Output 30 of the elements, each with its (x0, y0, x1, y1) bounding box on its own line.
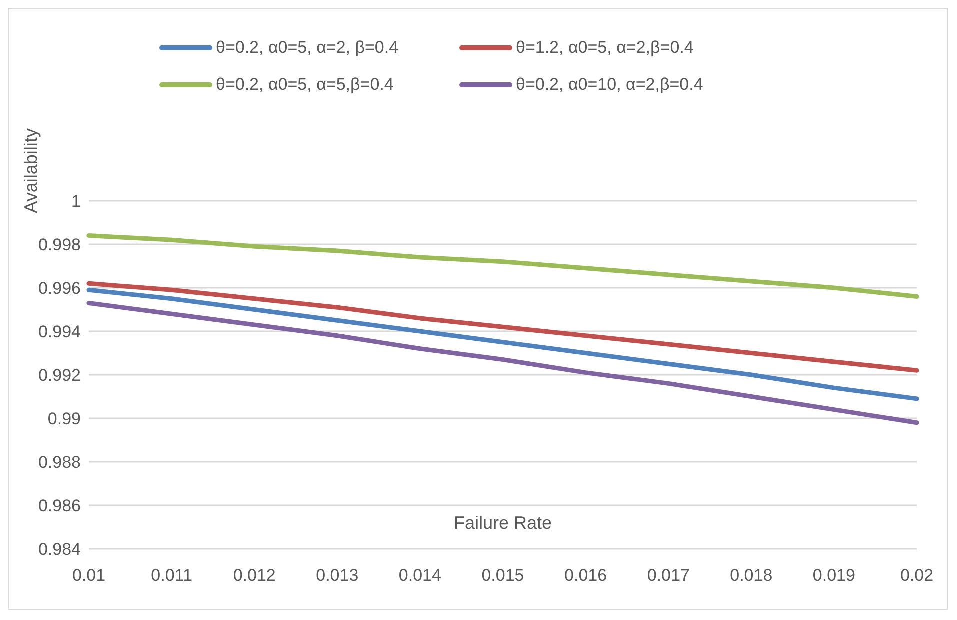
x-tick-label: 0.015 (482, 566, 524, 586)
x-tick-label: 0.012 (233, 566, 276, 586)
y-tick-label: 0.988 (38, 453, 81, 472)
legend-label: θ=1.2, α0=5, α=2,β=0.4 (516, 38, 694, 58)
y-tick-label: 0.992 (38, 366, 81, 386)
x-tick-label: 0.014 (398, 566, 442, 586)
x-tick-label: 0.018 (730, 566, 773, 586)
x-tick-label: 0.02 (900, 566, 934, 586)
x-tick-label: 0.016 (564, 566, 608, 586)
line-series (86, 281, 920, 373)
y-tick-label: 0.994 (38, 322, 81, 342)
y-tick-label: 0.996 (38, 279, 81, 298)
x-tick-label: 0.017 (647, 566, 690, 586)
x-tick-label: 0.013 (316, 566, 359, 586)
y-tick-label: 1 (72, 192, 81, 212)
line-series (86, 300, 920, 426)
y-tick-label: 0.984 (38, 540, 81, 560)
y-axis-title: Availability (21, 128, 41, 214)
line-series (86, 234, 920, 299)
y-tick-label: 0.998 (38, 236, 81, 255)
legend-label: θ=0.2, α0=5, α=2, β=0.4 (216, 38, 399, 58)
line-series (86, 288, 920, 402)
x-tick-label: 0.01 (72, 566, 106, 586)
x-tick-label: 0.019 (812, 566, 856, 586)
y-tick-label: 0.986 (38, 496, 81, 516)
y-tick-label: 0.99 (48, 410, 81, 429)
x-tick-label: 0.011 (151, 566, 192, 586)
legend-label: θ=0.2, α0=10, α=2,β=0.4 (516, 74, 704, 94)
legend-label: θ=0.2, α0=5, α=5,β=0.4 (216, 74, 394, 94)
x-axis-title: Failure Rate (454, 513, 552, 533)
